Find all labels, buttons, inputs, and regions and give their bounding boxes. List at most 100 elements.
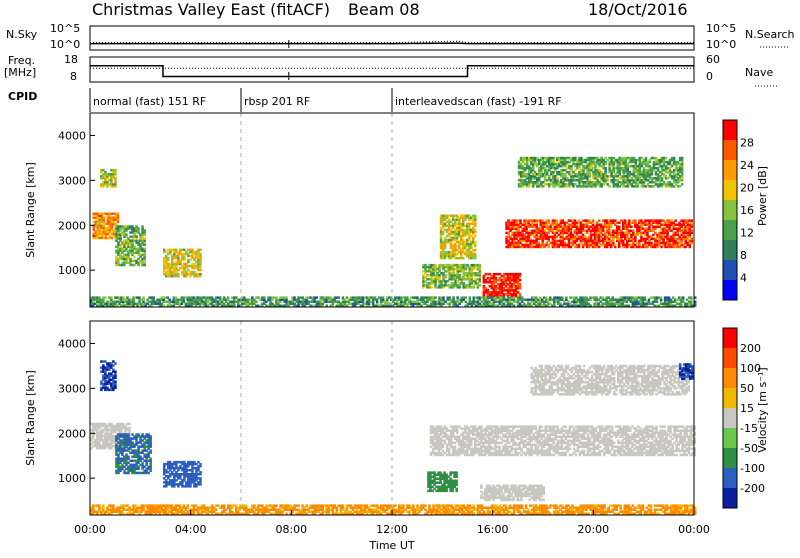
heatmap-cell: [474, 215, 477, 218]
colorbar-swatch: [723, 200, 737, 221]
colorbar-swatch: [723, 260, 737, 281]
heatmap-cell: [114, 177, 117, 180]
colorbar-tick-label: 8: [740, 249, 747, 262]
colorbar-tick-label: 24: [740, 159, 754, 172]
station-title: Christmas Valley East (fitACF): [92, 0, 330, 19]
heatmap-cell: [382, 296, 385, 299]
colorbar-tick-label: 16: [740, 204, 754, 217]
heatmap-cell: [681, 183, 684, 186]
cpid-segment-label: normal (fast) 151 RF: [93, 95, 206, 108]
heatmap-cell: [479, 284, 482, 287]
heatmap-cell: [519, 283, 522, 286]
noise-panel: N.Sky 10^5 10^0 N.Search 10^5 10^0: [6, 22, 795, 51]
heatmap-cell: [469, 296, 472, 299]
heatmap-cell: [474, 241, 477, 244]
colorbar-tick-label: 20: [740, 182, 754, 195]
heatmap-cell: [519, 219, 522, 222]
heatmap-cell: [462, 257, 465, 260]
heatmap-cell: [263, 296, 266, 299]
heatmap-cell: [552, 157, 555, 160]
noise-panel-frame: [90, 26, 694, 50]
heatmap-cell: [556, 219, 559, 222]
heatmap-cell: [442, 296, 445, 299]
heatmap-cell: [548, 219, 551, 222]
heatmap-cell: [135, 235, 138, 238]
heatmap-cell: [465, 296, 468, 299]
heatmap-cell: [565, 296, 568, 299]
heatmap-cell: [142, 296, 145, 299]
colorbar-swatch: [723, 280, 737, 301]
heatmap-cell: [103, 217, 106, 220]
heatmap-cell: [691, 238, 694, 241]
heatmap-cell: [227, 296, 230, 299]
heatmap-cell: [110, 296, 113, 299]
heatmap-cell: [104, 296, 107, 299]
colorbar-swatch: [723, 120, 737, 141]
nave-label: Nave: [745, 66, 773, 79]
heatmap-cell: [434, 296, 437, 299]
heatmap-cell: [665, 157, 668, 160]
power-ylabel: Slant Range [km]: [24, 162, 37, 258]
heatmap-cell: [682, 296, 685, 299]
heatmap-cell: [444, 274, 447, 277]
heatmap-cell: [199, 249, 202, 252]
y-tick-label: 4000: [58, 129, 86, 142]
heatmap-cell: [114, 169, 117, 172]
nsearch-tick-bottom: 10^0: [706, 38, 736, 51]
freq-label-2: [MHz]: [4, 66, 36, 79]
heatmap-cell: [114, 381, 117, 384]
cpid-segment-label: rbsp 201 RF: [244, 95, 310, 108]
heatmap-cell: [681, 157, 684, 160]
heatmap-cell: [519, 273, 522, 276]
nsearch-label: N.Search: [745, 28, 795, 41]
heatmap-cell: [690, 296, 693, 299]
heatmap-cell: [137, 227, 140, 230]
heatmap-cell: [143, 248, 146, 251]
y-tick-label: 2000: [58, 219, 86, 232]
heatmap-cell: [199, 273, 202, 276]
nsky-label: N.Sky: [6, 28, 38, 41]
frequency-panel-frame: [90, 57, 694, 82]
heatmap-cell: [474, 229, 477, 232]
heatmap-cell: [691, 230, 694, 233]
heatmap-cell: [592, 219, 595, 222]
colorbar-swatch: [723, 180, 737, 201]
nave-tick-bottom: 0: [706, 70, 713, 83]
y-tick-label: 1000: [58, 264, 86, 277]
heatmap-cell: [127, 433, 130, 436]
heatmap-cell: [556, 177, 559, 180]
heatmap-cell: [149, 435, 152, 438]
power-colorbar-label: Power [dB]: [756, 166, 769, 226]
heatmap-cell: [479, 264, 482, 267]
freq-tick-bottom: 8: [70, 70, 77, 83]
heatmap-cell: [125, 233, 128, 236]
cpid-segment-label: interleavedscan (fast) -191 RF: [395, 95, 562, 108]
freq-tick-top: 18: [64, 53, 78, 66]
heatmap-cell: [604, 167, 607, 170]
heatmap-cell: [149, 458, 152, 461]
heatmap-cell: [128, 427, 131, 430]
colorbar-tick-label: 12: [740, 227, 754, 240]
frequency-panel: Freq. [MHz] 18 8 60 0 Nave: [4, 53, 778, 86]
date-title: 18/Oct/2016: [588, 0, 688, 19]
colorbar-swatch: [723, 220, 737, 241]
nave-tick-top: 60: [706, 53, 720, 66]
heatmap-cell: [143, 229, 146, 232]
heatmap-cell: [167, 257, 170, 260]
heatmap-cell: [152, 296, 155, 299]
heatmap-cell: [674, 219, 677, 222]
y-tick-label: 3000: [58, 174, 86, 187]
heatmap-cell: [141, 225, 144, 228]
nsearch-tick-top: 10^5: [706, 22, 736, 35]
heatmap-cell: [630, 226, 633, 229]
colorbar-swatch: [723, 240, 737, 261]
heatmap-cell: [114, 362, 117, 365]
colorbar-tick-label: 4: [740, 272, 747, 285]
heatmap-cell: [644, 296, 647, 299]
heatmap-cell: [114, 370, 117, 373]
colorbar-swatch: [723, 140, 737, 161]
